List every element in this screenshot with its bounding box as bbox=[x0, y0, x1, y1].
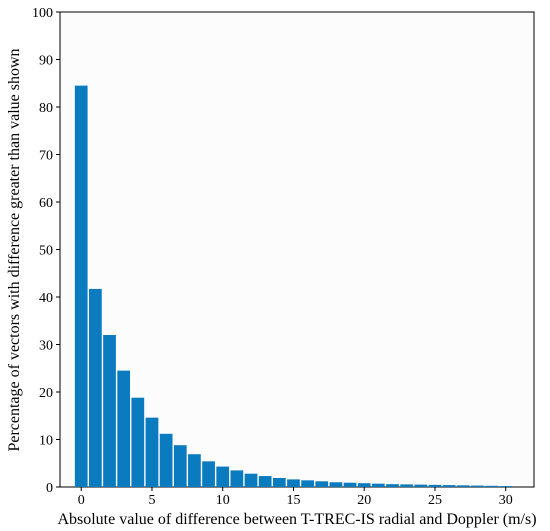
y-tick-label: 80 bbox=[39, 101, 53, 116]
y-tick-label: 90 bbox=[39, 54, 53, 69]
y-tick-label: 60 bbox=[39, 196, 53, 211]
bar bbox=[428, 484, 442, 487]
x-tick-label: 10 bbox=[216, 493, 230, 508]
bar bbox=[386, 484, 399, 487]
y-tick-label: 100 bbox=[32, 6, 53, 21]
bar bbox=[357, 483, 371, 487]
bar bbox=[131, 397, 145, 487]
y-tick-label: 70 bbox=[39, 149, 53, 164]
bar bbox=[471, 485, 484, 487]
bar bbox=[117, 370, 131, 487]
bar bbox=[188, 454, 201, 487]
bar bbox=[315, 481, 329, 487]
bar bbox=[103, 335, 116, 487]
x-tick-label: 0 bbox=[78, 493, 85, 508]
y-axis-label: Percentage of vectors with difference gr… bbox=[6, 48, 23, 451]
bar bbox=[485, 485, 498, 487]
bar bbox=[202, 461, 215, 487]
y-tick-label: 40 bbox=[39, 291, 53, 306]
x-tick-label: 25 bbox=[428, 493, 442, 508]
bar bbox=[343, 482, 357, 487]
bar bbox=[89, 288, 102, 487]
bar bbox=[329, 482, 343, 487]
bar bbox=[287, 479, 300, 487]
bar bbox=[371, 483, 385, 487]
x-axis: 0 5 10 15 20 25 30 bbox=[78, 487, 513, 508]
y-tick-label: 20 bbox=[39, 386, 53, 401]
plot-area bbox=[59, 11, 535, 488]
bar bbox=[74, 85, 88, 487]
bar bbox=[456, 485, 470, 487]
y-tick-label: 10 bbox=[39, 434, 53, 449]
bar bbox=[414, 484, 428, 487]
bar bbox=[145, 417, 159, 487]
y-tick-label: 50 bbox=[39, 244, 53, 259]
bar bbox=[499, 486, 513, 487]
bar bbox=[216, 466, 230, 487]
x-tick-label: 15 bbox=[286, 493, 300, 508]
y-tick-label: 0 bbox=[46, 481, 53, 496]
bar bbox=[230, 470, 244, 487]
x-axis-label: Absolute value of difference between T-T… bbox=[57, 511, 536, 528]
bar bbox=[173, 445, 187, 487]
x-tick-label: 30 bbox=[499, 493, 513, 508]
y-tick-label: 30 bbox=[39, 339, 53, 354]
bars-group bbox=[74, 85, 513, 487]
bar bbox=[272, 477, 286, 487]
bar bbox=[400, 484, 414, 487]
bar bbox=[244, 473, 258, 487]
y-axis: 0 10 20 30 40 50 60 70 80 90 100 bbox=[32, 6, 60, 496]
bar bbox=[301, 480, 314, 487]
x-tick-label: 5 bbox=[148, 493, 155, 508]
bar bbox=[159, 433, 173, 487]
bar bbox=[258, 476, 272, 487]
x-tick-label: 20 bbox=[357, 493, 371, 508]
bar bbox=[442, 485, 456, 487]
